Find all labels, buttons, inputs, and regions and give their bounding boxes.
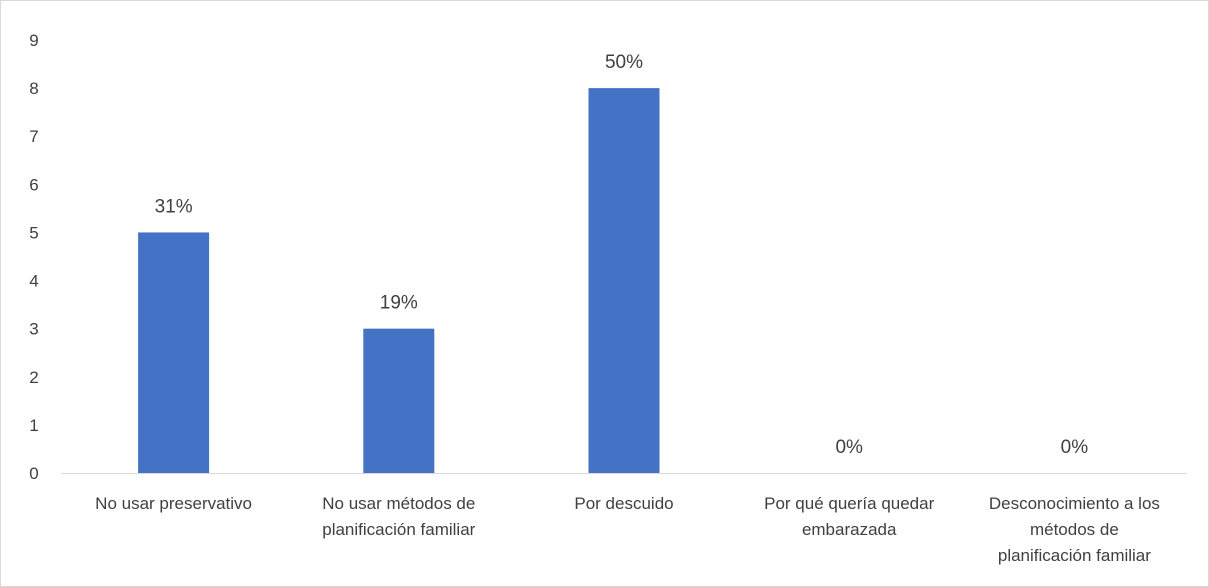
y-tick-label: 7 (29, 127, 38, 146)
x-category-label: Por qué quería quedar embarazada (764, 494, 934, 539)
x-category-label-line: Por qué quería quedar (764, 494, 934, 513)
category-labels: No usar preservativo No usar métodos de pl… (95, 494, 1160, 565)
y-tick-label: 9 (29, 31, 38, 50)
x-category-label-line: No usar preservativo (95, 494, 252, 513)
x-category-label: No usar métodos de planificación familiar (322, 494, 475, 539)
bars (138, 88, 660, 473)
y-tick-label: 0 (29, 464, 38, 483)
data-label: 0% (835, 437, 863, 458)
data-labels: 31% 19% 50% 0% 0% (155, 52, 1089, 458)
data-label: 50% (605, 52, 643, 73)
data-label: 31% (155, 196, 193, 217)
bar (138, 232, 210, 473)
x-category-label-line: embarazada (802, 520, 897, 539)
bar (588, 88, 660, 473)
x-category-label: Por descuido (574, 494, 673, 513)
y-tick-label: 6 (29, 175, 38, 194)
bar (363, 328, 435, 473)
y-tick-label: 1 (29, 416, 38, 435)
x-category-label: Desconocimiento a los métodos de planifica… (989, 494, 1160, 565)
y-tick-label: 3 (29, 320, 38, 339)
x-category-label-line: Por descuido (574, 494, 673, 513)
y-tick-label: 5 (29, 223, 38, 242)
x-category-label-line: Desconocimiento a los (989, 494, 1160, 513)
x-category-label-line: planificación familiar (998, 546, 1151, 565)
y-tick-label: 2 (29, 368, 38, 387)
x-category-label-line: planificación familiar (322, 520, 475, 539)
y-tick-label: 8 (29, 79, 38, 98)
y-tick-label: 4 (29, 272, 38, 291)
x-category-label: No usar preservativo (95, 494, 252, 513)
y-axis-ticks: 0 1 2 3 4 5 6 7 8 9 (29, 31, 38, 483)
x-category-label-line: métodos de (1030, 520, 1119, 539)
data-label: 0% (1061, 437, 1089, 458)
data-label: 19% (380, 293, 418, 314)
x-category-label-line: No usar métodos de (322, 494, 475, 513)
